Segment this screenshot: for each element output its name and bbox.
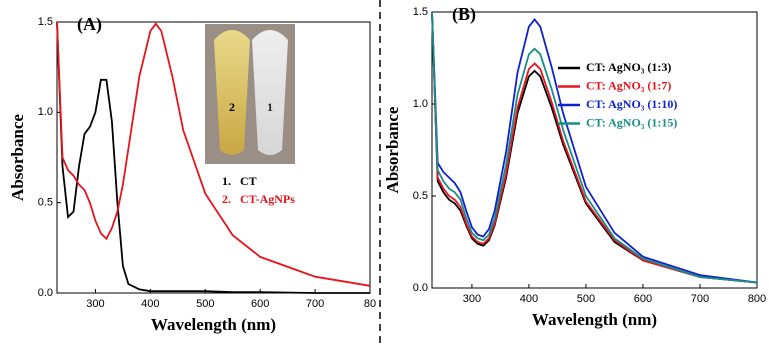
x-tick-label: 800 (748, 293, 766, 305)
y-tick-label: 0.5 (38, 197, 53, 209)
y-tick-label: 0.0 (413, 282, 428, 294)
x-tick-label: 500 (577, 293, 595, 305)
x-tick-label: 700 (306, 298, 324, 310)
y-tick-label: 1.0 (38, 106, 53, 118)
x-tick-label: 300 (86, 298, 104, 310)
legend-label: CT: AgNO₃ (1:15) (586, 115, 677, 129)
x-tick-label: 600 (634, 293, 652, 305)
legend-label: CT (240, 174, 257, 188)
y-tick-label: 1.5 (38, 16, 53, 28)
series-line (431, 11, 758, 284)
y-tick-label: 0.5 (413, 190, 428, 202)
x-tick-label: 400 (141, 298, 159, 310)
x-tick-label: 300 (463, 293, 481, 305)
plot-frame (56, 21, 371, 294)
legend-marker: 1. (222, 174, 231, 188)
x-axis-label: Wavelength (nm) (151, 315, 276, 334)
x-tick-label: 400 (520, 293, 538, 305)
y-axis-label: Absorbance (383, 106, 402, 193)
y-axis-label: Absorbance (8, 114, 27, 201)
y-tick-label: 0.0 (38, 287, 53, 299)
x-tick-label: 80 (364, 298, 376, 310)
y-tick-label: 1.5 (413, 6, 428, 18)
x-tick-label: 500 (196, 298, 214, 310)
legend-marker: 2. (222, 192, 231, 206)
y-tick-label: 1.0 (413, 98, 428, 110)
x-tick-label: 700 (691, 293, 709, 305)
legend-label: CT: AgNO₃ (1:10) (586, 97, 677, 111)
series-line (431, 11, 758, 284)
panel-title: (A) (77, 14, 102, 35)
legend-label: CT: AgNO₃ (1:7) (586, 78, 671, 92)
series-line (56, 21, 371, 287)
inset-photo (205, 24, 295, 164)
inset-label: 2 (229, 100, 235, 114)
legend-label: CT-AgNPs (240, 192, 295, 206)
series-line (56, 21, 370, 294)
series-line (431, 11, 758, 284)
panel-title: (B) (452, 4, 476, 25)
plot-frame (431, 11, 758, 289)
legend-label: CT: AgNO₃ (1:3) (586, 60, 671, 74)
x-tick-label: 600 (251, 298, 269, 310)
x-axis-label: Wavelength (nm) (532, 310, 657, 329)
inset-label: 1 (267, 100, 273, 114)
series-line (431, 11, 758, 284)
